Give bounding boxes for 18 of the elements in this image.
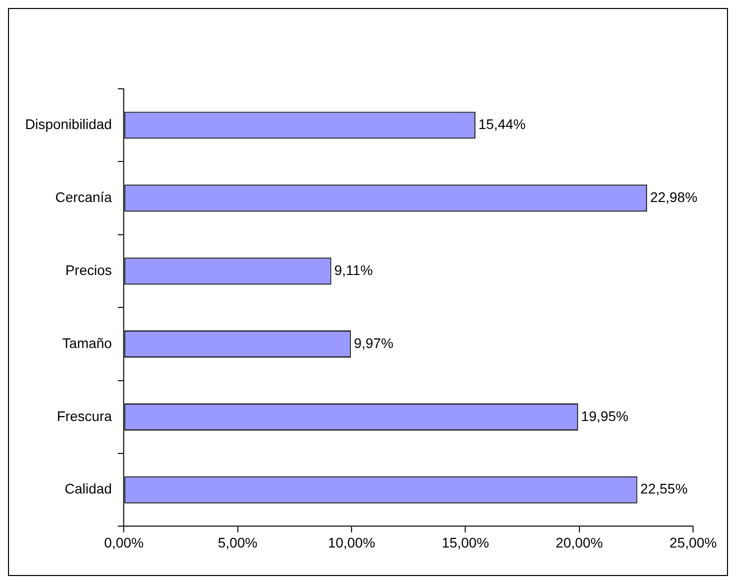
x-tick-label: 0,00% (104, 534, 144, 551)
x-tick-label: 15,00% (442, 534, 490, 551)
x-tick-label: 20,00% (556, 534, 603, 551)
y-tick-label: Disponibilidad (25, 116, 112, 132)
x-tick-label: 10,00% (328, 534, 376, 551)
y-tick-label: Calidad (64, 480, 112, 497)
data-label: 19,95% (581, 408, 628, 424)
y-tick-label: Frescura (56, 408, 112, 424)
data-label: 9,11% (334, 262, 373, 278)
x-tick-label: 5,00% (218, 534, 258, 551)
data-label: 15,44% (478, 116, 526, 132)
y-tick-label: Cercanía (55, 188, 112, 205)
data-label: 9,97% (354, 334, 394, 351)
data-label: 22,55% (640, 480, 688, 497)
y-tick-label: Tamaño (62, 334, 112, 351)
x-tick-label: 25,00% (669, 534, 717, 551)
data-label: 22,98% (650, 188, 698, 205)
y-tick-label: Precios (65, 262, 112, 278)
